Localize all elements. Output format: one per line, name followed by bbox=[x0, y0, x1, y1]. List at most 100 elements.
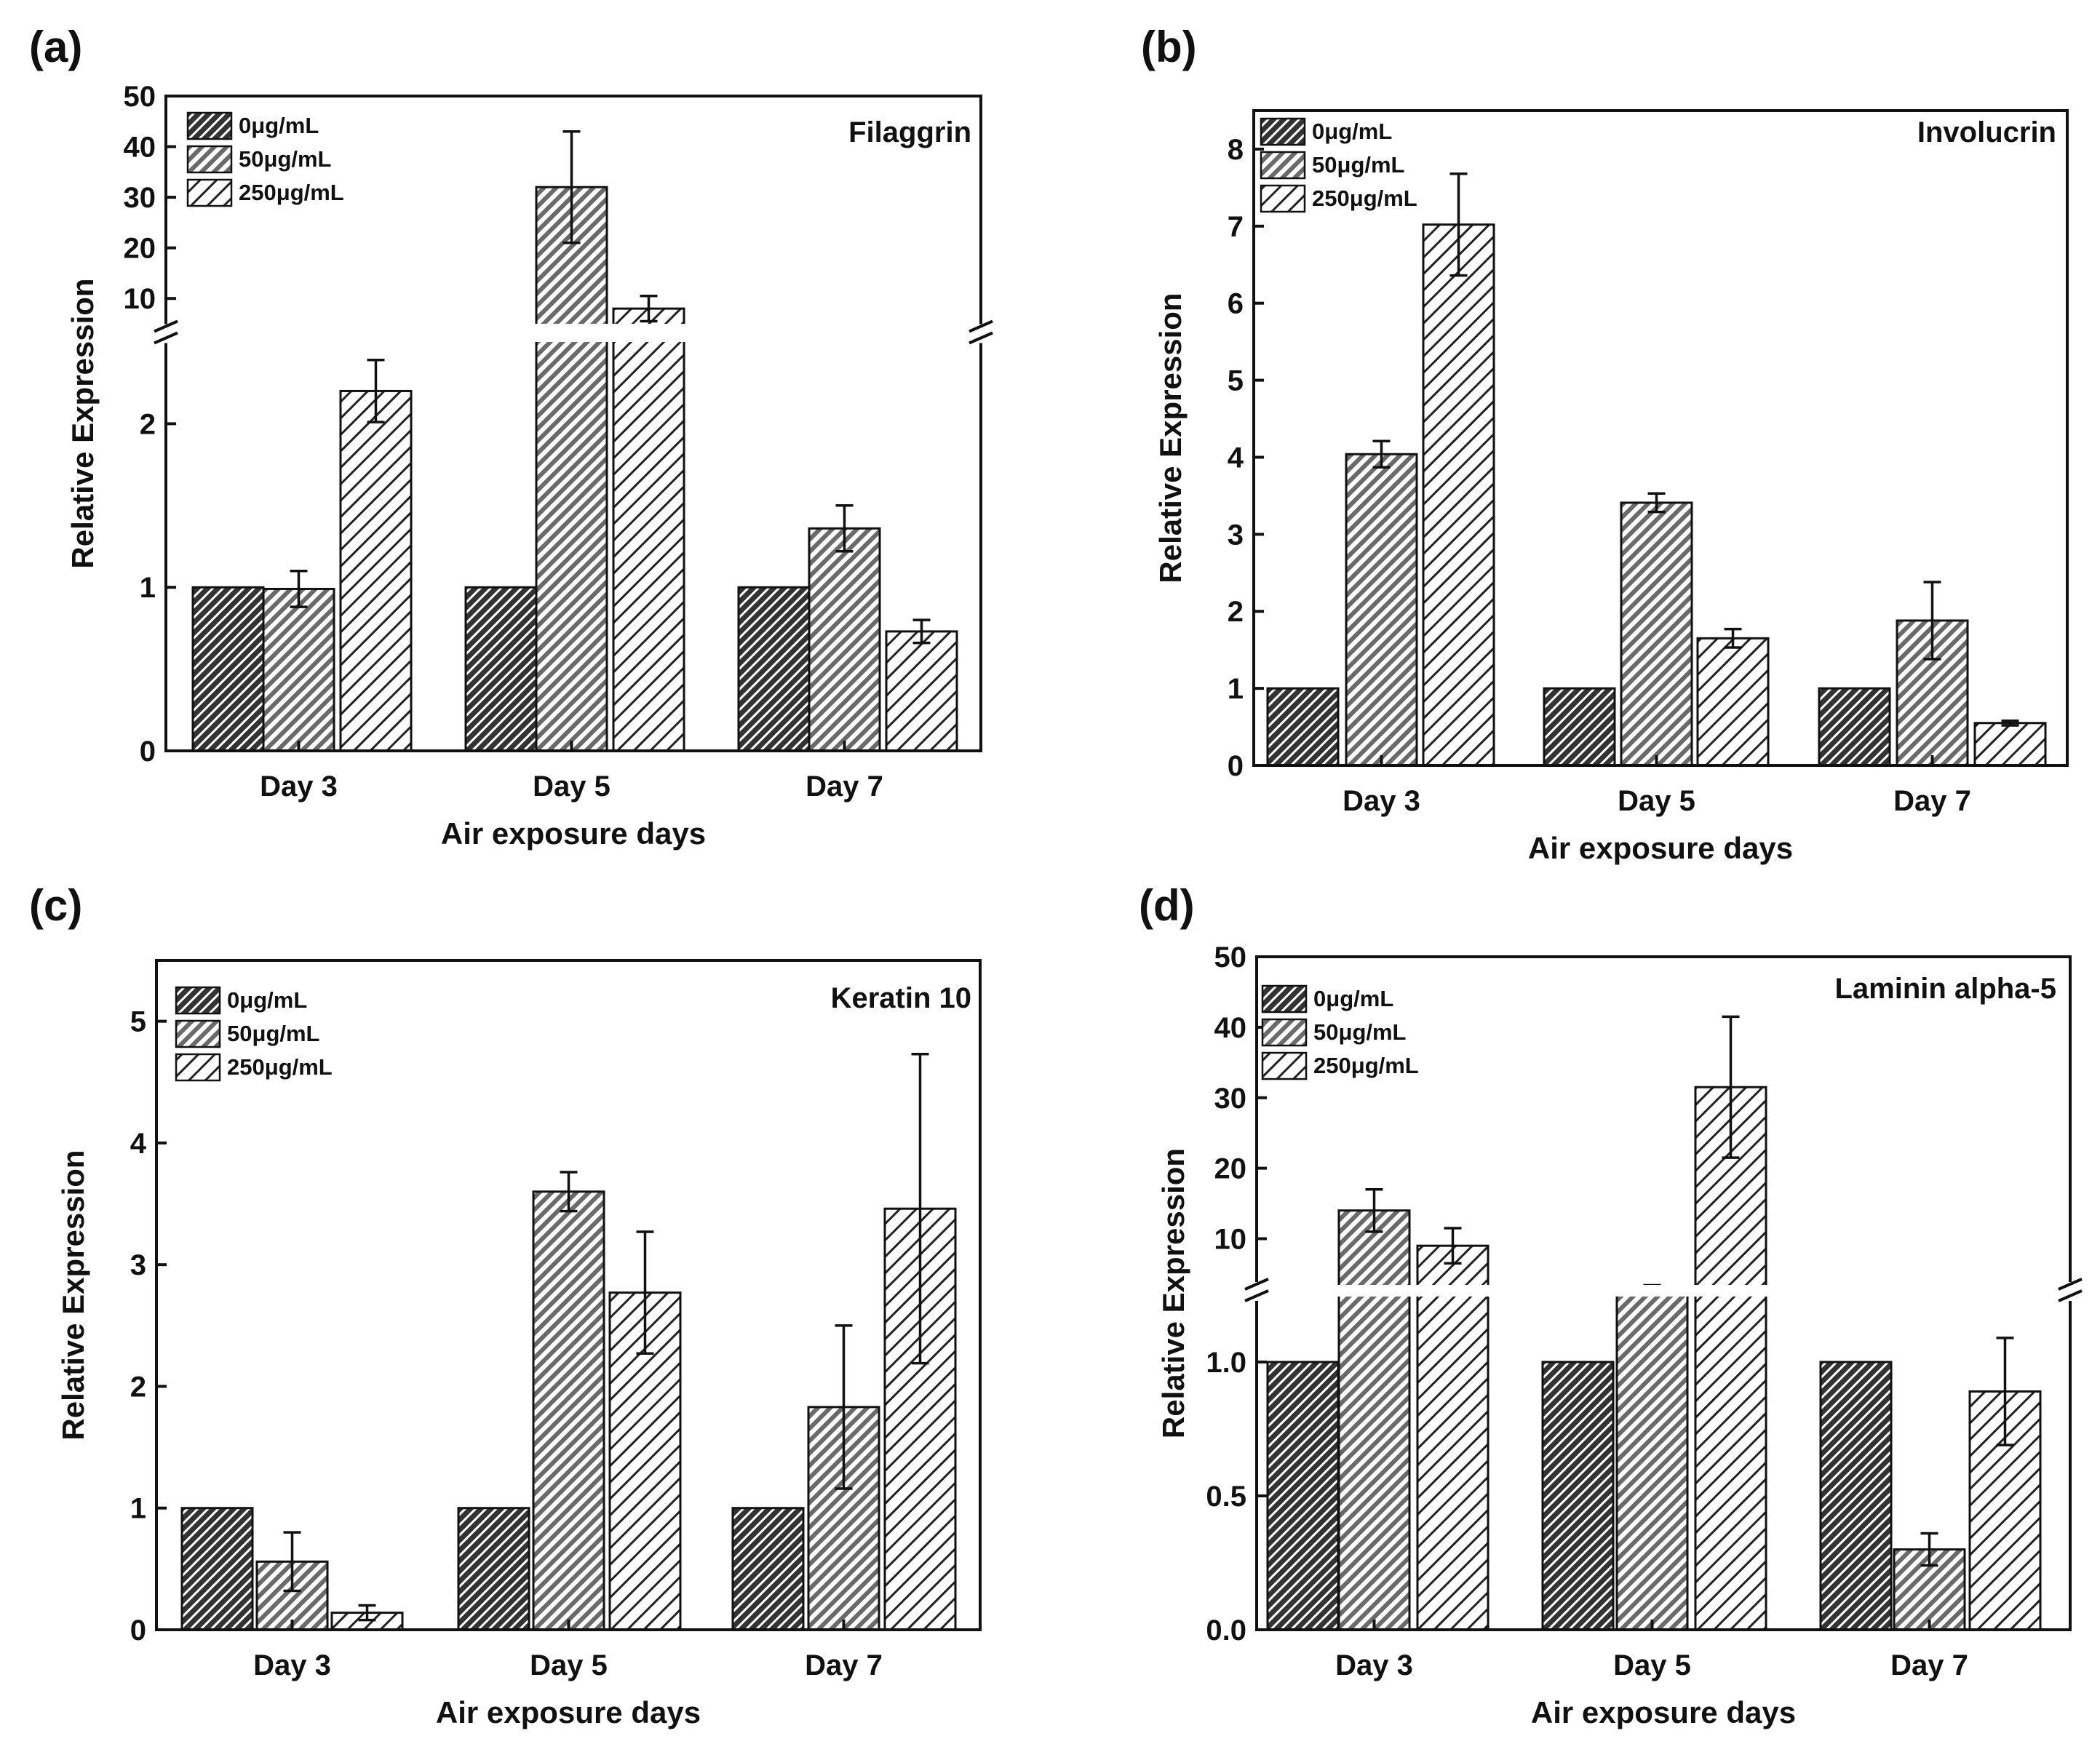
legend-swatch bbox=[1260, 151, 1306, 180]
legend-label: 50μg/mL bbox=[1313, 1019, 1407, 1045]
bar bbox=[1694, 1086, 1767, 1631]
bar bbox=[1416, 1244, 1490, 1631]
plot-frame bbox=[1255, 955, 2072, 1282]
panel-label: (c) bbox=[29, 881, 82, 930]
chart-panel-d: (d) 0.0 0.5 1.0 10 20 30 40 50 Day 3 Day 5 Day 7 Air… bbox=[1139, 881, 2083, 1729]
y-tick-label: 40 bbox=[1214, 1012, 1247, 1044]
legend-label: 50μg/mL bbox=[227, 1021, 320, 1046]
legend-label: 250μg/mL bbox=[1312, 186, 1417, 211]
x-tick-label: Day 5 bbox=[530, 1649, 608, 1681]
legend-label: 0μg/mL bbox=[227, 987, 307, 1013]
legend: 0μg/mL 50μg/mL 250μg/mL bbox=[1260, 117, 1417, 213]
chart-panel-b: (b) 0 1 2 3 4 5 6 7 8 Day 3 Day 5 Day 7 Air exposure … bbox=[1141, 23, 2069, 865]
gene-name: Laminin alpha-5 bbox=[1835, 973, 2057, 1005]
y-tick-label: 1.0 bbox=[1206, 1347, 1246, 1379]
panel-label: (a) bbox=[29, 23, 82, 71]
legend-label: 50μg/mL bbox=[1312, 152, 1405, 178]
y-tick-label: 10 bbox=[124, 283, 156, 315]
x-tick-label: Day 5 bbox=[1613, 1649, 1691, 1681]
bar bbox=[1819, 1361, 1893, 1631]
bar bbox=[1615, 1286, 1689, 1631]
y-tick-label: 4 bbox=[130, 1128, 147, 1160]
bar bbox=[1696, 637, 1770, 767]
legend: 0μg/mL 50μg/mL 250μg/mL bbox=[186, 111, 344, 207]
bar bbox=[1818, 687, 1891, 767]
y-tick-label: 2 bbox=[130, 1371, 146, 1403]
panels: (a) 0 1 2 10 20 30 40 50 Day 3 Day 5 Day 7 Air expos… bbox=[29, 23, 2083, 1729]
gene-name: Involucrin bbox=[1917, 116, 2056, 148]
y-tick-label: 10 bbox=[1214, 1224, 1247, 1256]
legend-swatch bbox=[1261, 1018, 1308, 1047]
legend-label: 0μg/mL bbox=[239, 113, 319, 138]
axis-break-gap bbox=[167, 324, 979, 342]
y-tick-label: 5 bbox=[1228, 365, 1244, 397]
x-axis-title: Air exposure days bbox=[1531, 1695, 1796, 1729]
axis-break-mark bbox=[1244, 1278, 1269, 1291]
y-tick-label: 1 bbox=[130, 1493, 146, 1525]
axis-break-mark bbox=[154, 331, 178, 345]
legend: 0μg/mL 50μg/mL 250μg/mL bbox=[1261, 984, 1419, 1080]
y-tick-label: 30 bbox=[124, 182, 156, 214]
bar bbox=[731, 1507, 805, 1631]
y-axis-title: Relative Expression bbox=[1156, 1148, 1190, 1438]
y-tick-label: 50 bbox=[124, 81, 156, 113]
bar bbox=[737, 586, 811, 752]
x-tick-label: Day 7 bbox=[1890, 1649, 1968, 1681]
y-tick-label: 20 bbox=[124, 233, 156, 265]
y-tick-label: 20 bbox=[1214, 1153, 1247, 1185]
chart-panel-c: (c) 0 1 2 3 4 5 Day 3 Day 5 Day 7 Air exposure day… bbox=[29, 881, 982, 1729]
x-axis-title: Air exposure days bbox=[1528, 831, 1793, 865]
y-tick-label: 7 bbox=[1228, 211, 1244, 243]
axis-break-mark bbox=[154, 319, 178, 333]
legend-label: 50μg/mL bbox=[239, 146, 332, 172]
legend-label: 250μg/mL bbox=[1313, 1053, 1419, 1078]
x-tick-label: Day 7 bbox=[1893, 785, 1971, 817]
axis-break-mark bbox=[2058, 1289, 2083, 1302]
gene-name: Keratin 10 bbox=[831, 982, 971, 1014]
bar bbox=[1266, 687, 1340, 767]
x-tick-label: Day 3 bbox=[260, 771, 338, 803]
bar bbox=[1345, 453, 1418, 767]
x-axis-title: Air exposure days bbox=[436, 1695, 701, 1729]
bar bbox=[807, 1406, 880, 1631]
bar bbox=[532, 1190, 605, 1631]
x-tick-label: Day 3 bbox=[1343, 785, 1420, 817]
bar bbox=[1973, 722, 2047, 767]
x-tick-label: Day 3 bbox=[253, 1649, 331, 1681]
y-tick-label: 1 bbox=[1228, 673, 1244, 705]
y-tick-label: 30 bbox=[1214, 1083, 1247, 1115]
legend-label: 0μg/mL bbox=[1313, 986, 1393, 1011]
axis-break-gap bbox=[1258, 1285, 2069, 1297]
gene-name: Filaggrin bbox=[848, 116, 971, 148]
x-tick-label: Day 3 bbox=[1335, 1649, 1413, 1681]
bar bbox=[180, 1507, 254, 1631]
bar bbox=[262, 587, 335, 752]
y-tick-label: 2 bbox=[1228, 596, 1244, 628]
bar bbox=[1337, 1209, 1411, 1631]
bar bbox=[1543, 687, 1616, 767]
legend-swatch bbox=[186, 111, 233, 140]
y-axis-title: Relative Expression bbox=[56, 1150, 90, 1440]
y-tick-label: 0 bbox=[1228, 750, 1244, 782]
y-tick-label: 3 bbox=[130, 1249, 146, 1281]
legend-swatch bbox=[186, 145, 233, 174]
y-axis-title: Relative Expression bbox=[1153, 292, 1188, 583]
y-tick-label: 5 bbox=[130, 1006, 146, 1038]
bar bbox=[1266, 1361, 1340, 1631]
y-tick-label: 6 bbox=[1228, 288, 1244, 320]
axis-break-mark bbox=[969, 331, 993, 345]
legend: 0μg/mL 50μg/mL 250μg/mL bbox=[175, 986, 333, 1082]
axis-break-mark bbox=[969, 319, 993, 333]
y-tick-label: 4 bbox=[1228, 442, 1244, 474]
legend-swatch bbox=[186, 178, 233, 207]
legend-label: 0μg/mL bbox=[1312, 119, 1392, 144]
y-tick-label: 2 bbox=[140, 408, 156, 440]
bar bbox=[1541, 1361, 1615, 1631]
bar bbox=[535, 186, 608, 752]
bar bbox=[1422, 223, 1495, 767]
panel-label: (d) bbox=[1139, 881, 1195, 930]
bar bbox=[464, 586, 538, 752]
panel-label: (b) bbox=[1141, 23, 1197, 71]
x-tick-label: Day 5 bbox=[533, 771, 610, 803]
